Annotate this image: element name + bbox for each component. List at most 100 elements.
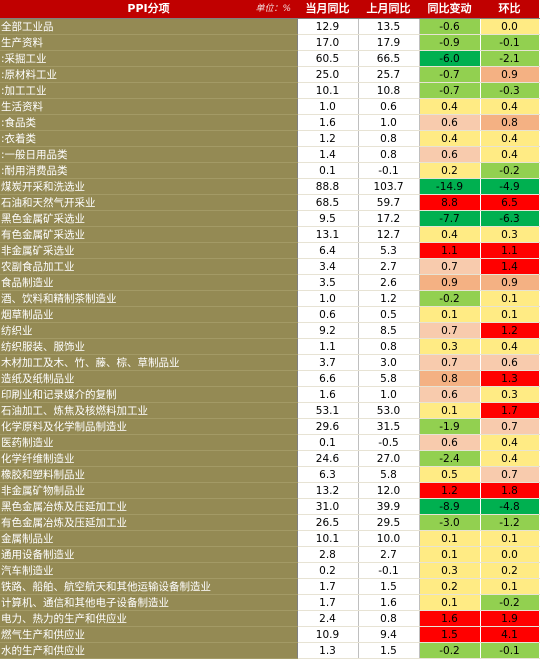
yoy-change-cell: 0.6 [419,386,481,403]
table-row: :采掘工业 60.5 66.5 -6.0 -2.1 [0,50,540,67]
row-name: 生活资料 [0,98,298,115]
table-row: 汽车制造业 0.2 -0.1 0.3 0.2 [0,562,540,579]
previous-yoy-cell: 1.6 [358,594,420,611]
table-row: 铁路、船舶、航空航天和其他运输设备制造业 1.7 1.5 0.2 0.1 [0,578,540,595]
previous-yoy-cell: 0.8 [358,130,420,147]
mom-cell: 1.9 [480,610,540,627]
previous-yoy-cell: 8.5 [358,322,420,339]
row-name: 铁路、船舶、航空航天和其他运输设备制造业 [0,578,298,595]
mom-cell: 1.3 [480,370,540,387]
current-yoy-cell: 12.9 [297,18,359,35]
mom-cell: 0.9 [480,274,540,291]
row-name: :耐用消费品类 [0,162,298,179]
row-name: 非金属矿物制品业 [0,482,298,499]
current-yoy-cell: 26.5 [297,514,359,531]
row-name: 造纸及纸制品业 [0,370,298,387]
yoy-change-cell: -14.9 [419,178,481,195]
mom-cell: 0.7 [480,418,540,435]
row-name: :原材料工业 [0,66,298,83]
table-row: 燃气生产和供应业 10.9 9.4 1.5 4.1 [0,626,540,643]
mom-cell: 0.3 [480,386,540,403]
mom-cell: 1.8 [480,482,540,499]
yoy-change-cell: 0.1 [419,546,481,563]
yoy-change-cell: -1.9 [419,418,481,435]
row-name: 水的生产和供应业 [0,642,298,659]
current-yoy-cell: 60.5 [297,50,359,67]
table-row: 有色金属冶炼及压延加工业 26.5 29.5 -3.0 -1.2 [0,514,540,531]
yoy-change-cell: 0.9 [419,274,481,291]
current-yoy-cell: 0.2 [297,562,359,579]
previous-yoy-cell: 1.0 [358,386,420,403]
yoy-change-cell: -6.0 [419,50,481,67]
yoy-change-cell: -8.9 [419,498,481,515]
yoy-change-cell: -0.2 [419,290,481,307]
table-row: 酒、饮料和精制茶制造业 1.0 1.2 -0.2 0.1 [0,290,540,307]
header-current-yoy: 当月同比 [297,0,358,19]
table-row: 有色金属矿采选业 13.1 12.7 0.4 0.3 [0,226,540,243]
mom-cell: 0.4 [480,146,540,163]
yoy-change-cell: 0.4 [419,98,481,115]
previous-yoy-cell: 2.7 [358,258,420,275]
mom-cell: 0.4 [480,434,540,451]
yoy-change-cell: 0.1 [419,306,481,323]
mom-cell: 0.8 [480,114,540,131]
previous-yoy-cell: 2.7 [358,546,420,563]
table-row: :食品类 1.6 1.0 0.6 0.8 [0,114,540,131]
table-row: 纺织业 9.2 8.5 0.7 1.2 [0,322,540,339]
current-yoy-cell: 9.5 [297,210,359,227]
current-yoy-cell: 1.7 [297,578,359,595]
current-yoy-cell: 17.0 [297,34,359,51]
current-yoy-cell: 31.0 [297,498,359,515]
previous-yoy-cell: 31.5 [358,418,420,435]
mom-cell: -6.3 [480,210,540,227]
row-name: 石油和天然气开采业 [0,194,298,211]
table-row: 橡胶和塑料制品业 6.3 5.8 0.5 0.7 [0,466,540,483]
mom-cell: 0.6 [480,354,540,371]
table-row: 化学原料及化学制品制造业 29.6 31.5 -1.9 0.7 [0,418,540,435]
table-row: 医药制造业 0.1 -0.5 0.6 0.4 [0,434,540,451]
mom-cell: -0.1 [480,34,540,51]
yoy-change-cell: 1.5 [419,626,481,643]
table-row: 通用设备制造业 2.8 2.7 0.1 0.0 [0,546,540,563]
yoy-change-cell: 0.4 [419,226,481,243]
current-yoy-cell: 53.1 [297,402,359,419]
previous-yoy-cell: 9.4 [358,626,420,643]
table-row: 烟草制品业 0.6 0.5 0.1 0.1 [0,306,540,323]
row-name: 生产资料 [0,34,298,51]
table-row: 非金属矿采选业 6.4 5.3 1.1 1.1 [0,242,540,259]
row-name: 电力、热力的生产和供应业 [0,610,298,627]
mom-cell: 0.7 [480,466,540,483]
row-name: 黑色金属冶炼及压延加工业 [0,498,298,515]
current-yoy-cell: 1.3 [297,642,359,659]
yoy-change-cell: 0.3 [419,562,481,579]
current-yoy-cell: 1.0 [297,98,359,115]
mom-cell: -0.1 [480,642,540,659]
previous-yoy-cell: 0.6 [358,98,420,115]
table-row: :原材料工业 25.0 25.7 -0.7 0.9 [0,66,540,83]
current-yoy-cell: 13.1 [297,226,359,243]
mom-cell: 1.4 [480,258,540,275]
previous-yoy-cell: 39.9 [358,498,420,515]
yoy-change-cell: 0.6 [419,434,481,451]
header-ppi-item: PPI分项 单位：% [0,0,297,19]
header-previous-yoy: 上月同比 [358,0,419,19]
yoy-change-cell: 0.6 [419,146,481,163]
current-yoy-cell: 1.7 [297,594,359,611]
current-yoy-cell: 29.6 [297,418,359,435]
row-name: 化学原料及化学制品制造业 [0,418,298,435]
row-name: :食品类 [0,114,298,131]
yoy-change-cell: -3.0 [419,514,481,531]
mom-cell: 0.0 [480,546,540,563]
previous-yoy-cell: 0.8 [358,146,420,163]
row-name: 通用设备制造业 [0,546,298,563]
yoy-change-cell: 0.7 [419,322,481,339]
previous-yoy-cell: 29.5 [358,514,420,531]
current-yoy-cell: 6.6 [297,370,359,387]
yoy-change-cell: 0.2 [419,162,481,179]
yoy-change-cell: -2.4 [419,450,481,467]
previous-yoy-cell: 66.5 [358,50,420,67]
yoy-change-cell: 0.6 [419,114,481,131]
row-name: 纺织服装、服饰业 [0,338,298,355]
row-name: 印刷业和记录媒介的复制 [0,386,298,403]
yoy-change-cell: -7.7 [419,210,481,227]
